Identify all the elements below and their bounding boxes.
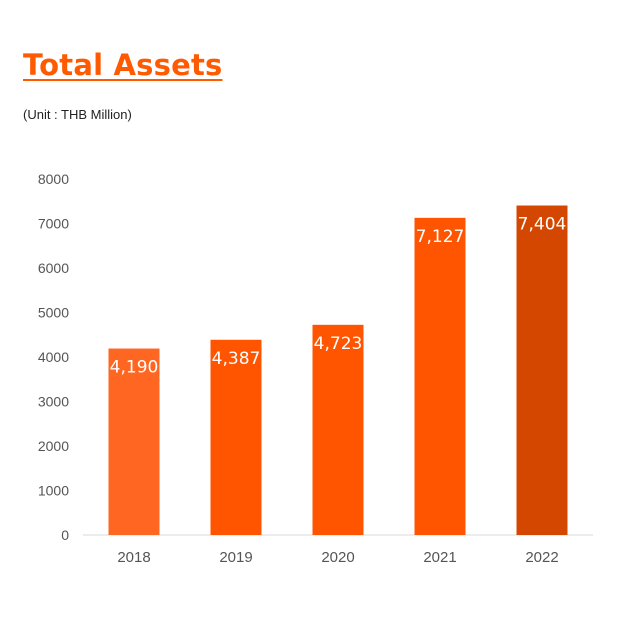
y-tick-label: 8000 (38, 171, 69, 187)
data-label-2019: 4,387 (212, 349, 261, 369)
bar-2020 (312, 324, 364, 535)
y-tick-label: 5000 (38, 305, 69, 321)
data-label-2018: 4,190 (110, 358, 159, 378)
data-label-2021: 7,127 (416, 227, 465, 247)
y-tick-label: 1000 (38, 483, 69, 499)
y-tick-label: 4000 (38, 349, 69, 365)
bar-2018 (108, 348, 160, 535)
bar-2021 (414, 217, 466, 535)
unit-label: (Unit : THB Million) (23, 107, 132, 122)
x-tick-label-2018: 2018 (117, 549, 150, 566)
x-tick-label-2022: 2022 (525, 549, 558, 566)
data-label-2020: 4,723 (314, 334, 363, 354)
bar-2022 (516, 205, 568, 535)
page-title: Total Assets (23, 48, 223, 82)
x-tick-label-2020: 2020 (321, 549, 354, 566)
y-tick-label: 2000 (38, 438, 69, 454)
x-tick-label-2019: 2019 (219, 549, 252, 566)
y-tick-label: 6000 (38, 260, 69, 276)
y-tick-label: 3000 (38, 394, 69, 410)
y-tick-label: 7000 (38, 216, 69, 232)
y-axis: 0 1000 2000 3000 4000 5000 6000 7000 8000 (38, 171, 69, 543)
x-tick-label-2021: 2021 (423, 549, 456, 566)
data-label-2022: 7,404 (518, 215, 567, 235)
y-tick-label: 0 (61, 527, 69, 543)
x-axis: 2018 2019 2020 2021 2022 (117, 549, 558, 566)
bar-2019 (210, 339, 262, 535)
bars: 4,190 4,387 4,723 7,127 7,404 (108, 205, 568, 535)
